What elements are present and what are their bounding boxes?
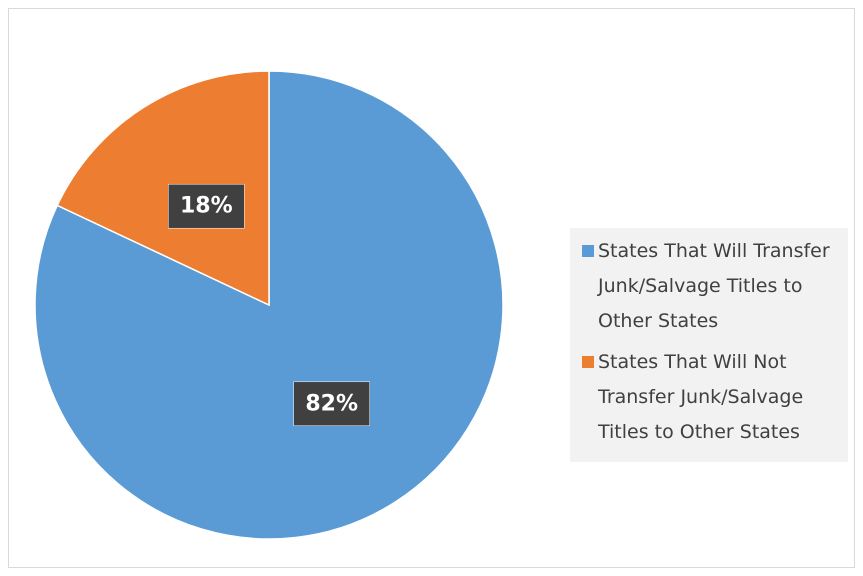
- pie-slice: [56, 70, 270, 307]
- legend-label: States That Will Not Transfer Junk/Salva…: [598, 351, 804, 443]
- pie: 82% 18%: [34, 70, 504, 540]
- legend-item: States That Will Transfer Junk/Salvage T…: [570, 234, 843, 339]
- legend-label: States That Will Transfer Junk/Salvage T…: [598, 240, 830, 332]
- legend: States That Will Transfer Junk/Salvage T…: [570, 228, 848, 462]
- chart-border: [8, 8, 855, 568]
- data-label: 82%: [305, 391, 358, 416]
- data-label-box: [168, 183, 245, 229]
- legend-swatch: [582, 245, 594, 257]
- data-label: 18%: [180, 194, 233, 219]
- data-label-box: [293, 381, 370, 427]
- legend-swatch: [582, 356, 594, 368]
- legend-item: States That Will Not Transfer Junk/Salva…: [570, 345, 843, 450]
